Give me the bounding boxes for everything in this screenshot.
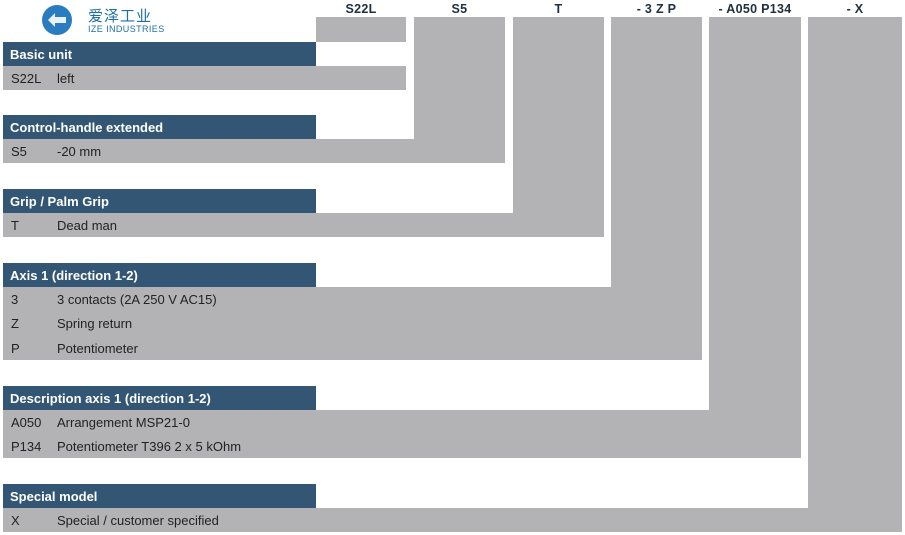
section-header-axis1: Axis 1 (direction 1-2) xyxy=(3,263,316,287)
column-header-description: - A050 P134 xyxy=(718,2,792,16)
list-item: 3 3 contacts (2A 250 V AC15) xyxy=(3,287,217,311)
option-description: Dead man xyxy=(57,217,117,233)
list-item: P134 Potentiometer T396 2 x 5 kOhm xyxy=(3,434,241,458)
column-bar-handle xyxy=(414,17,505,139)
option-code: Z xyxy=(11,315,19,331)
option-code: T xyxy=(11,217,19,233)
logo-name-en: IZE INDUSTRIES xyxy=(88,24,165,34)
section-band-description-axis1 xyxy=(3,410,801,458)
section-header-description-axis1: Description axis 1 (direction 1-2) xyxy=(3,386,316,410)
option-description: Special / customer specified xyxy=(57,512,219,528)
column-bar-special xyxy=(808,17,902,508)
option-code: S22L xyxy=(11,70,42,86)
option-description: Arrangement MSP21-0 xyxy=(57,414,190,430)
company-logo: 爱泽工业 IZE INDUSTRIES xyxy=(40,3,190,37)
option-description: -20 mm xyxy=(57,143,102,159)
section-band-grip xyxy=(3,213,604,237)
logo-icon xyxy=(42,5,72,35)
column-bar-description xyxy=(709,17,801,410)
list-item: A050 Arrangement MSP21-0 xyxy=(3,410,190,434)
option-description: Potentiometer T396 2 x 5 kOhm xyxy=(57,438,242,454)
section-header-basic-unit: Basic unit xyxy=(3,42,316,66)
section-band-basic-unit xyxy=(3,66,406,90)
column-header-special: - X xyxy=(846,2,864,16)
list-item: S22L left xyxy=(3,66,74,90)
option-code: P xyxy=(11,340,20,356)
section-header-control-handle: Control-handle extended xyxy=(3,115,316,139)
list-item: Z Spring return xyxy=(3,311,132,335)
column-bar-grip xyxy=(513,17,604,213)
option-description: 3 contacts (2A 250 V AC15) xyxy=(57,291,217,307)
option-code: 3 xyxy=(11,291,19,307)
column-header-axis1: - 3 Z P xyxy=(636,2,677,16)
option-description: Potentiometer xyxy=(57,340,138,356)
option-description: Spring return xyxy=(57,315,133,331)
list-item: P Potentiometer xyxy=(3,336,138,360)
column-header-basic: S22L xyxy=(345,2,377,16)
option-code: P134 xyxy=(11,438,42,454)
column-header-grip: T xyxy=(554,2,563,16)
section-band-axis1 xyxy=(3,287,702,360)
section-band-special-model xyxy=(3,508,902,532)
list-item: S5 -20 mm xyxy=(3,139,101,163)
list-item: X Special / customer specified xyxy=(3,508,219,532)
section-header-grip: Grip / Palm Grip xyxy=(3,189,316,213)
option-description: left xyxy=(57,70,75,86)
option-code: A050 xyxy=(11,414,42,430)
logo-name-cn: 爱泽工业 xyxy=(88,7,153,25)
column-header-handle: S5 xyxy=(451,2,468,16)
column-bar-axis1 xyxy=(611,17,702,287)
option-code: S5 xyxy=(11,143,27,159)
list-item: T Dead man xyxy=(3,213,117,237)
section-band-control-handle xyxy=(3,139,505,163)
option-code: X xyxy=(11,512,20,528)
section-header-special-model: Special model xyxy=(3,484,316,508)
column-bar-basic xyxy=(316,17,406,42)
